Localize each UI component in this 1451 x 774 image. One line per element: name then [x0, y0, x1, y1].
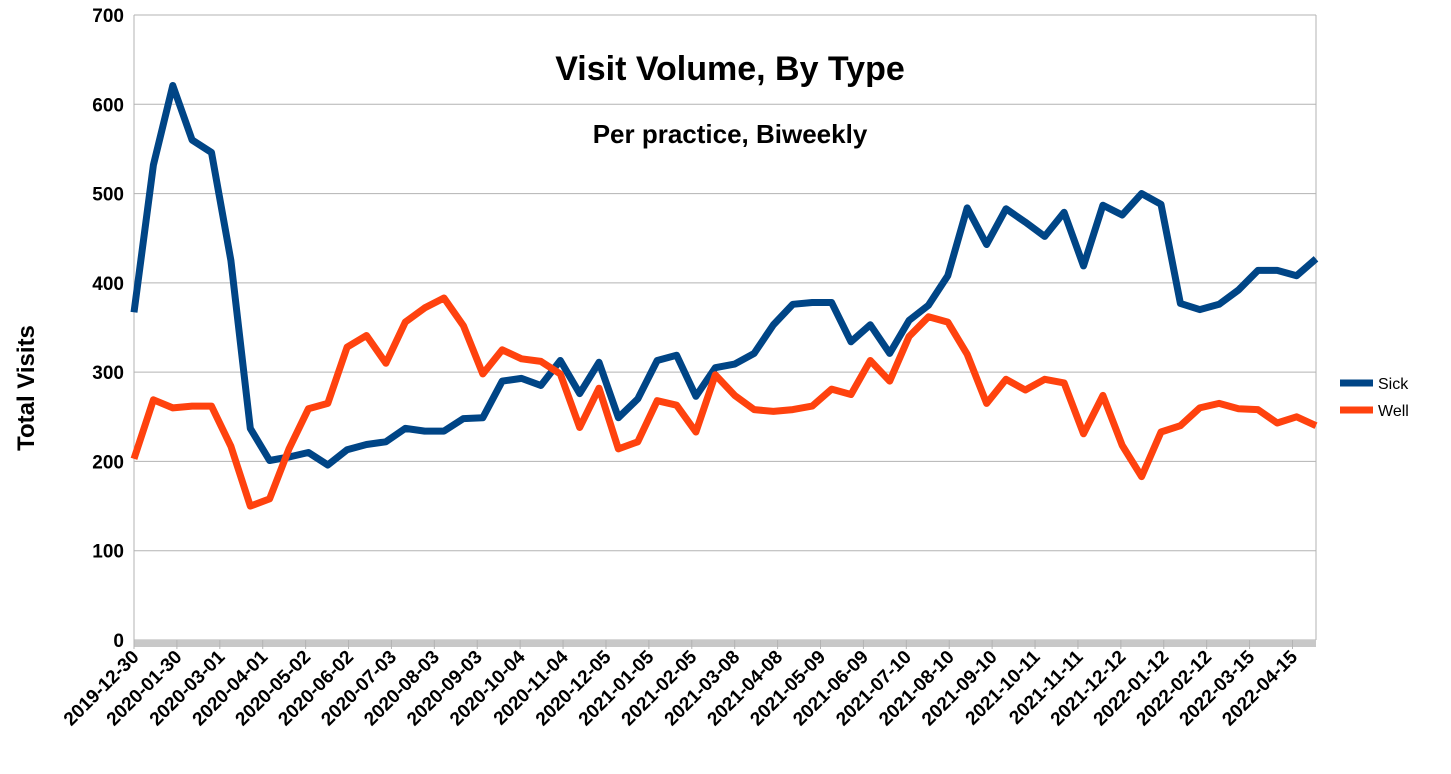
- chart-subtitle: Per practice, Biweekly: [593, 119, 868, 149]
- series-line: [130, 82, 1319, 469]
- legend-label: Well: [1378, 403, 1409, 420]
- y-tick-label: 200: [92, 452, 124, 473]
- y-tick-label: 100: [92, 542, 124, 563]
- y-tick-label: 0: [113, 631, 124, 652]
- x-axis-band: [134, 640, 1316, 647]
- series-line: [130, 294, 1318, 510]
- y-tick-label: 700: [92, 6, 124, 27]
- chart-title: Visit Volume, By Type: [555, 50, 905, 88]
- y-tick-label: 300: [92, 363, 124, 384]
- y-tick-label: 600: [92, 95, 124, 116]
- y-tick-label: 500: [92, 185, 124, 206]
- y-axis-label: Total Visits: [13, 325, 40, 451]
- legend-label: Sick: [1378, 376, 1409, 393]
- y-tick-label: 400: [92, 274, 124, 295]
